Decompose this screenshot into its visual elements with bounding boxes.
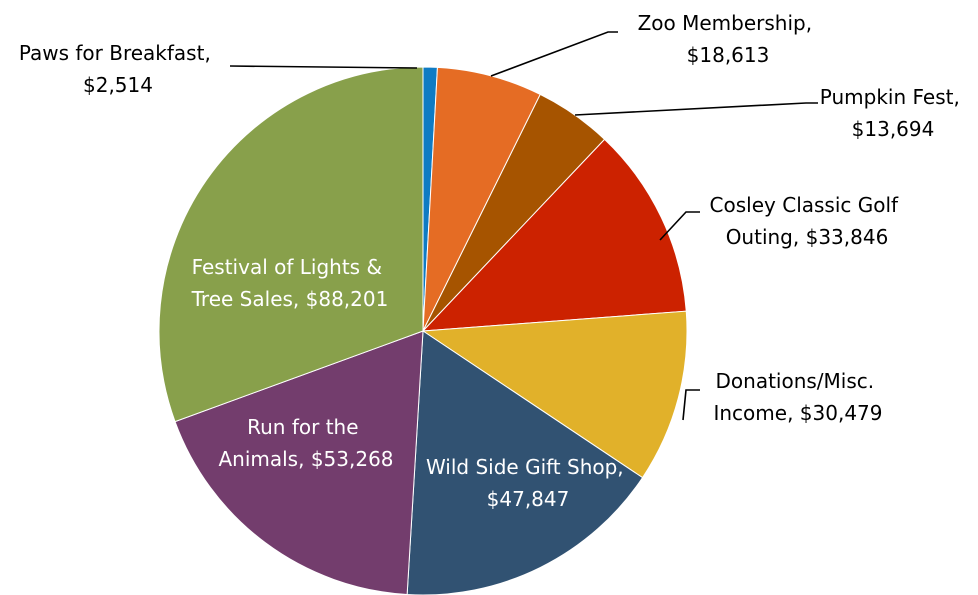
leader-paws-for-breakfast <box>229 65 418 69</box>
data-label-pumpkin-fest: Pumpkin Fest, $13,694 <box>820 85 966 141</box>
leader-zoo-membership <box>490 31 618 77</box>
data-label-festival-of-lights: Festival of Lights & Tree Sales, $88,201 <box>191 255 389 311</box>
pie-slice-donations-misc-income <box>421 310 688 479</box>
pie-slice-cosley-classic-golf-outing <box>421 138 687 332</box>
pie-slices <box>158 66 688 595</box>
leader-donations-misc <box>682 389 700 421</box>
data-label-paws-for-breakfast: Paws for Breakfast, $2,514 <box>19 41 217 97</box>
pie-slice-festival-of-lights-tree-sales <box>158 66 424 423</box>
data-label-donations-misc-income: Donations/Misc. Income, $30,479 <box>713 369 882 425</box>
leader-cosley-classic-golf <box>659 211 700 241</box>
leader-lines <box>229 31 818 421</box>
data-label-run-for-the-animals: Run for the Animals, $53,268 <box>218 415 393 471</box>
data-label-cosley-classic-golf-outing: Cosley Classic Golf Outing, $33,846 <box>710 193 905 249</box>
data-label-zoo-membership: Zoo Membership, $18,613 <box>638 11 819 67</box>
pie-slice-run-for-the-animals <box>174 330 424 595</box>
data-label-wild-side-gift-shop: Wild Side Gift Shop, $47,847 <box>426 455 630 511</box>
leader-pumpkin-fest <box>574 102 818 116</box>
